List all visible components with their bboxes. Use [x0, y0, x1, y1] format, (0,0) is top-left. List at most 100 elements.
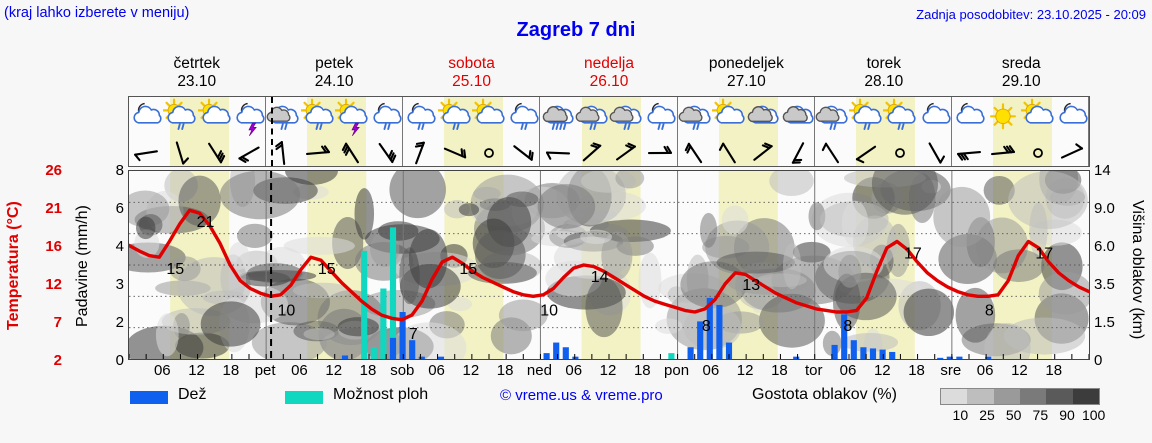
moon-cloud-rain-icon [643, 98, 677, 138]
rain-bar [562, 347, 569, 359]
cloud-rain-icon [609, 98, 643, 138]
wind-barb-icon [818, 138, 846, 166]
rain-bar [956, 356, 963, 359]
day-date: 27.10 [727, 73, 766, 90]
cloud-blob [615, 171, 645, 189]
hour-label: 18 [359, 362, 377, 379]
temperature-tick: 21 [45, 200, 62, 217]
cloud-cover-field [129, 171, 1089, 359]
rain-bar [572, 356, 579, 359]
copyright-link[interactable]: © vreme.us & vreme.pro [500, 387, 663, 404]
density-tick-label: 25 [979, 407, 995, 423]
cloud-blob [537, 184, 596, 229]
chart-legend: Dež Možnost ploh © vreme.us & vreme.pro … [130, 386, 1150, 438]
moon-cloud-icon [1055, 98, 1089, 138]
day-date: 28.10 [864, 73, 904, 90]
cloud-height-tick: 1.5 [1094, 314, 1115, 331]
legend-swatch-showers [285, 391, 323, 404]
wind-barb-icon [166, 138, 194, 166]
wind-barb-icon [989, 138, 1017, 166]
cloud-rain-icon [266, 98, 300, 138]
rain-bar [879, 349, 886, 359]
cloud-blob [354, 188, 375, 240]
cloud-blob [200, 301, 261, 347]
location-menu-note[interactable]: (kraj lahko izberete v meniju) [4, 5, 190, 21]
cloud-icon [781, 98, 815, 138]
moon-cloud-icon [918, 98, 952, 138]
hour-label: 06 [291, 362, 308, 379]
wind-barb-icon [441, 138, 469, 166]
day-date: 25.10 [452, 73, 491, 90]
wind-barb-icon [235, 138, 263, 166]
cloud-height-tick: 0 [1094, 352, 1103, 369]
current-time-marker [271, 97, 274, 166]
cloud-blob [903, 288, 955, 337]
icon-band-day-1 [129, 97, 267, 166]
hour-label: sre [940, 362, 962, 379]
hour-label: 06 [976, 362, 994, 379]
moon-cloud-rain-icon [369, 98, 403, 138]
precipitation-tick: 3 [115, 276, 124, 293]
temperature-label: 15 [459, 261, 477, 278]
wind-barb-icon [921, 138, 949, 166]
precipitation-tick: 4 [115, 238, 124, 255]
rain-bar [418, 356, 425, 359]
moon-cloud-thunder-icon [232, 98, 266, 138]
cloud-blob [155, 313, 179, 357]
rain-bar [553, 342, 560, 359]
hour-label: sob [390, 362, 415, 379]
wind-barb-icon [406, 138, 434, 166]
hour-label: 12 [462, 362, 480, 379]
wind-barb-icon [1024, 138, 1052, 166]
day-header-4: nedelja 26.10 [540, 55, 677, 93]
showers-bar [389, 227, 397, 359]
cloud-blob [337, 317, 380, 337]
legend-label-rain: Dež [178, 386, 207, 403]
rain-bar [850, 340, 857, 359]
gridlines [129, 171, 1089, 359]
hour-label: 12 [325, 362, 343, 379]
temperature-label: 8 [702, 318, 711, 335]
wind-barb-icon [304, 138, 332, 166]
rain-bar [697, 321, 704, 359]
rain-bar [409, 340, 416, 359]
cloud-height-axis-title: Višina oblakov (km) [1129, 200, 1146, 340]
density-swatch-100 [1072, 389, 1099, 404]
cloud-blob [782, 242, 802, 290]
cloud-blob [458, 203, 480, 217]
temperature-tick: 7 [53, 314, 62, 331]
cloud-blob [447, 297, 473, 312]
cloud-blob [247, 263, 303, 283]
wind-barb-icon [715, 138, 743, 166]
icon-band-day-5 [678, 97, 815, 166]
density-swatch-25 [967, 389, 994, 404]
wind-barb-icon [509, 138, 537, 166]
sun-cloud-icon [197, 98, 232, 138]
temperature-label: 17 [904, 246, 922, 263]
wind-barb-icon [372, 138, 400, 166]
wind-barb-icon [338, 138, 366, 166]
temperature-label: 15 [166, 261, 184, 278]
wind-barb-icon [749, 138, 777, 166]
cloud-blob [219, 171, 301, 220]
cloud-blob [871, 171, 938, 215]
rain-bar [889, 351, 896, 359]
cloud-blob [667, 286, 686, 304]
hour-label: 18 [771, 362, 788, 379]
temperature-label: 8 [985, 302, 994, 319]
day-date: 24.10 [314, 73, 354, 90]
wind-barb-icon [475, 138, 503, 166]
cloud-blob [1003, 317, 1086, 355]
rain-bar [437, 356, 445, 359]
legend-label-showers: Možnost ploh [333, 386, 429, 403]
hour-label: 06 [702, 362, 720, 379]
temperature-tick: 16 [45, 238, 62, 255]
sun-cloud-icon [711, 98, 746, 138]
cloud-height-axis-ticks: 14 9.0 6.0 3.5 1.5 0 [1094, 162, 1134, 369]
cloud-blob [699, 212, 718, 248]
hour-label: 06 [839, 362, 857, 379]
cloud-blob [228, 242, 250, 270]
cloud-density-colorbar [940, 388, 1100, 405]
temperature-label: 13 [742, 277, 760, 294]
temperature-label: 8 [843, 318, 852, 335]
